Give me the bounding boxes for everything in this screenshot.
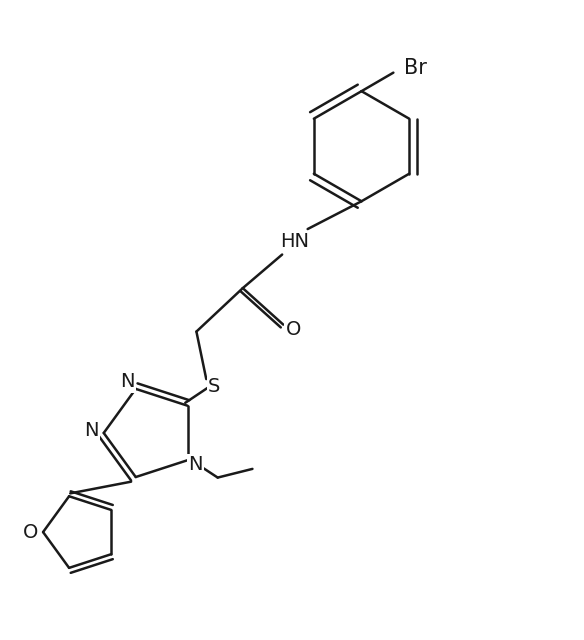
Text: N: N xyxy=(189,455,203,474)
Text: HN: HN xyxy=(280,232,310,252)
Text: N: N xyxy=(84,420,98,440)
Text: S: S xyxy=(208,377,221,396)
Text: O: O xyxy=(23,523,38,541)
Text: Br: Br xyxy=(404,58,427,78)
Text: O: O xyxy=(286,320,301,339)
Text: N: N xyxy=(120,372,135,392)
